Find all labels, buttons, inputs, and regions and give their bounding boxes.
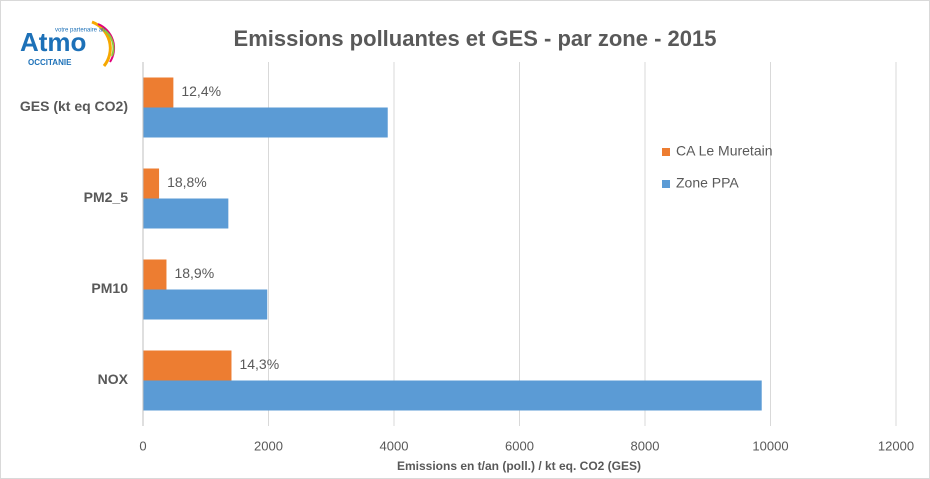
legend-label: Zone PPA [676,175,739,191]
bar [143,350,232,381]
bar [143,198,229,229]
data-label: 14,3% [239,356,279,372]
bar [143,289,268,320]
data-label: 12,4% [181,83,221,99]
legend-label: CA Le Muretain [676,143,773,159]
data-label: 18,8% [167,174,207,190]
y-tick-label: PM2_5 [84,189,129,205]
x-axis-title: Emissions en t/an (poll.) / kt eq. CO2 (… [397,459,641,473]
x-tick-label: 2000 [254,438,283,453]
chart-title: Emissions polluantes et GES - par zone -… [234,26,717,51]
logo-arc [91,20,112,67]
x-tick-label: 4000 [380,438,409,453]
x-tick-label: 10000 [752,438,788,453]
logo: votre partenaire air Atmo OCCITANIE [20,20,116,67]
bar [143,380,762,411]
legend-swatch [662,180,670,188]
x-tick-label: 6000 [505,438,534,453]
logo-tagline: votre partenaire air [55,28,105,34]
y-tick-label: GES (kt eq CO2) [20,98,128,114]
data-label: 18,9% [174,265,214,281]
logo-name: Atmo [20,27,86,57]
bar [143,259,167,290]
legend-swatch [662,148,670,156]
bar [143,168,160,199]
logo-arc [103,29,115,57]
y-tick-label: NOX [98,371,129,387]
bar [143,107,388,138]
x-tick-label: 8000 [631,438,660,453]
x-tick-label: 12000 [878,438,914,453]
y-tick-label: PM10 [91,280,128,296]
logo-region: OCCITANIE [28,58,72,67]
bar [143,77,174,108]
x-tick-label: 0 [139,438,146,453]
